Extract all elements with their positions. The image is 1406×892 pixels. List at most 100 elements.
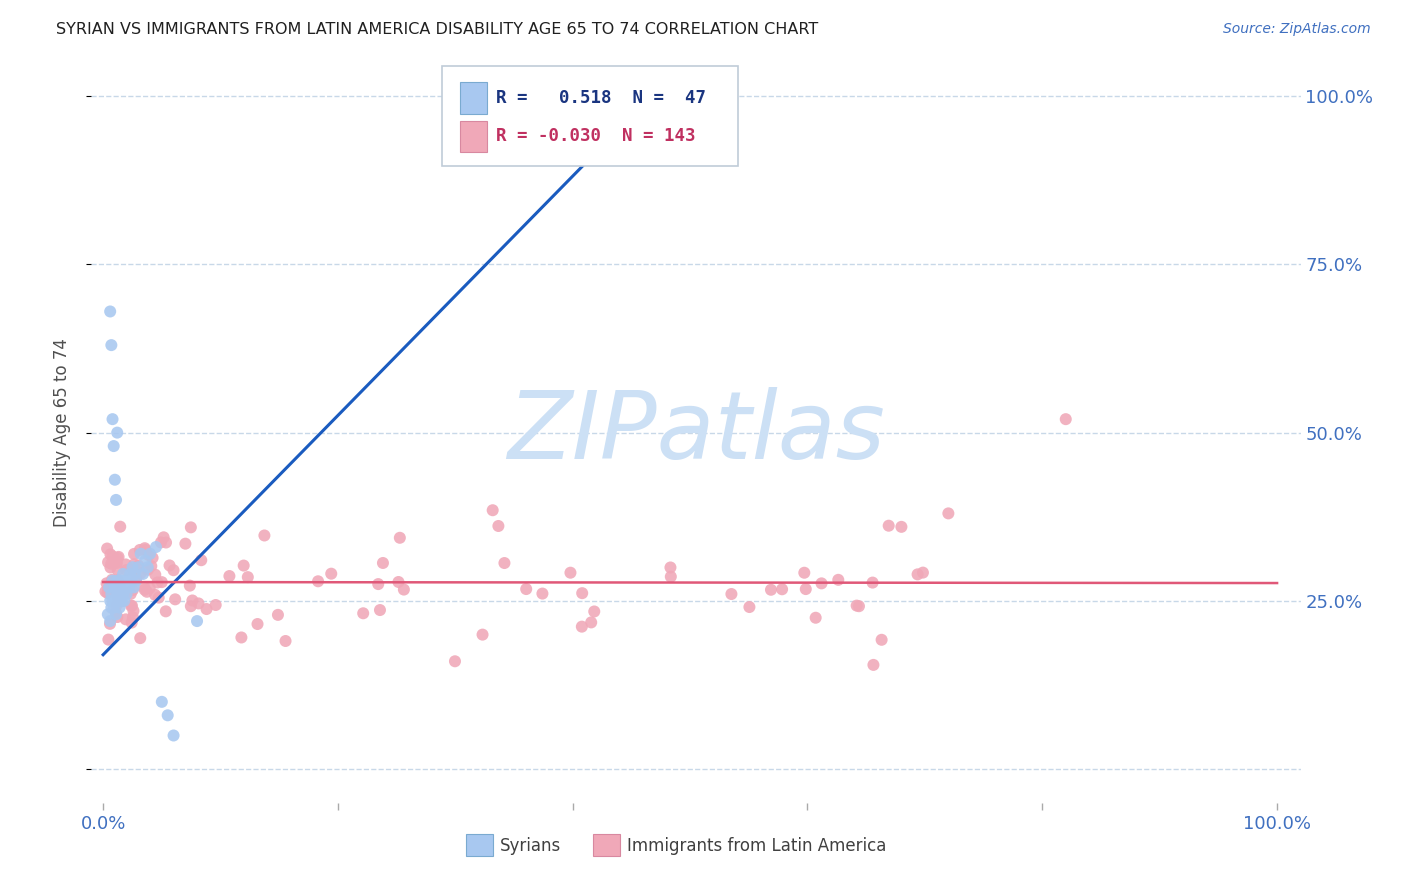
Point: [97, 632, 120, 647]
Point: [115, 574, 138, 588]
Point: [103, 439, 125, 453]
Point: [246, 617, 269, 632]
Point: [143, 588, 166, 602]
Point: [98, 594, 121, 608]
Point: [98, 581, 121, 595]
Point: [114, 612, 136, 626]
Point: [101, 575, 124, 590]
Text: R = -0.030  N = 143: R = -0.030 N = 143: [496, 128, 696, 145]
Point: [181, 593, 204, 607]
Point: [129, 547, 152, 561]
Point: [110, 582, 132, 596]
Point: [98, 304, 121, 318]
Point: [845, 599, 868, 613]
Point: [125, 574, 148, 588]
Point: [127, 560, 149, 574]
Point: [155, 535, 177, 549]
Point: [96, 576, 118, 591]
Point: [571, 586, 593, 600]
Point: [129, 566, 152, 581]
Point: [388, 531, 411, 545]
Point: [101, 576, 124, 591]
Point: [236, 570, 259, 584]
Point: [159, 558, 181, 573]
Point: [134, 543, 156, 558]
Point: [107, 591, 129, 605]
Point: [145, 540, 167, 554]
Point: [138, 581, 160, 595]
Point: [118, 581, 141, 595]
Point: [105, 574, 128, 588]
Point: [112, 581, 135, 595]
Point: [100, 338, 122, 352]
Point: [138, 548, 160, 562]
Point: [583, 605, 606, 619]
Point: [107, 573, 129, 587]
Point: [560, 566, 582, 580]
Point: [107, 550, 129, 565]
Point: [125, 572, 148, 586]
Point: [100, 579, 122, 593]
Point: [150, 575, 173, 590]
Point: [104, 555, 127, 569]
Bar: [460, 121, 486, 152]
Point: [180, 520, 202, 534]
Point: [187, 596, 209, 610]
Point: [444, 654, 467, 668]
Point: [98, 614, 121, 628]
Point: [156, 708, 179, 723]
Point: [97, 582, 120, 596]
Point: [494, 556, 516, 570]
Point: [139, 547, 162, 561]
Point: [659, 569, 682, 583]
Text: SYRIAN VS IMMIGRANTS FROM LATIN AMERICA DISABILITY AGE 65 TO 74 CORRELATION CHAR: SYRIAN VS IMMIGRANTS FROM LATIN AMERICA …: [56, 22, 818, 37]
Point: [321, 566, 343, 581]
Point: [98, 616, 121, 631]
Point: [218, 569, 240, 583]
Point: [120, 574, 142, 588]
Point: [110, 574, 132, 588]
Point: [136, 560, 159, 574]
Point: [793, 566, 815, 580]
Point: [810, 576, 832, 591]
Point: [108, 600, 131, 615]
Point: [371, 556, 394, 570]
Point: [105, 492, 128, 507]
Point: [134, 541, 156, 556]
Point: [104, 606, 127, 620]
Point: [738, 600, 761, 615]
Point: [907, 567, 929, 582]
Point: [392, 582, 415, 597]
Point: [794, 582, 817, 596]
Point: [571, 620, 593, 634]
Point: [97, 607, 120, 622]
Point: [368, 603, 391, 617]
Point: [112, 587, 135, 601]
Point: [274, 634, 297, 648]
Point: [134, 582, 156, 597]
Point: [911, 566, 934, 580]
Point: [105, 577, 128, 591]
Point: [938, 507, 960, 521]
Point: [659, 560, 682, 574]
Point: [827, 573, 849, 587]
Point: [481, 503, 503, 517]
Point: [96, 541, 118, 556]
Point: [110, 594, 132, 608]
Point: [253, 528, 276, 542]
Point: [204, 598, 226, 612]
Text: ZIPatlas: ZIPatlas: [508, 387, 884, 478]
Point: [579, 615, 602, 630]
Point: [105, 607, 128, 622]
Point: [94, 584, 117, 599]
Point: [174, 536, 197, 550]
Point: [232, 558, 254, 573]
Point: [108, 582, 131, 597]
Point: [100, 600, 122, 615]
Point: [134, 581, 156, 595]
Point: [148, 591, 170, 605]
Y-axis label: Disability Age 65 to 74: Disability Age 65 to 74: [52, 338, 70, 527]
Point: [104, 581, 127, 595]
Point: [471, 627, 494, 641]
Point: [111, 594, 134, 608]
